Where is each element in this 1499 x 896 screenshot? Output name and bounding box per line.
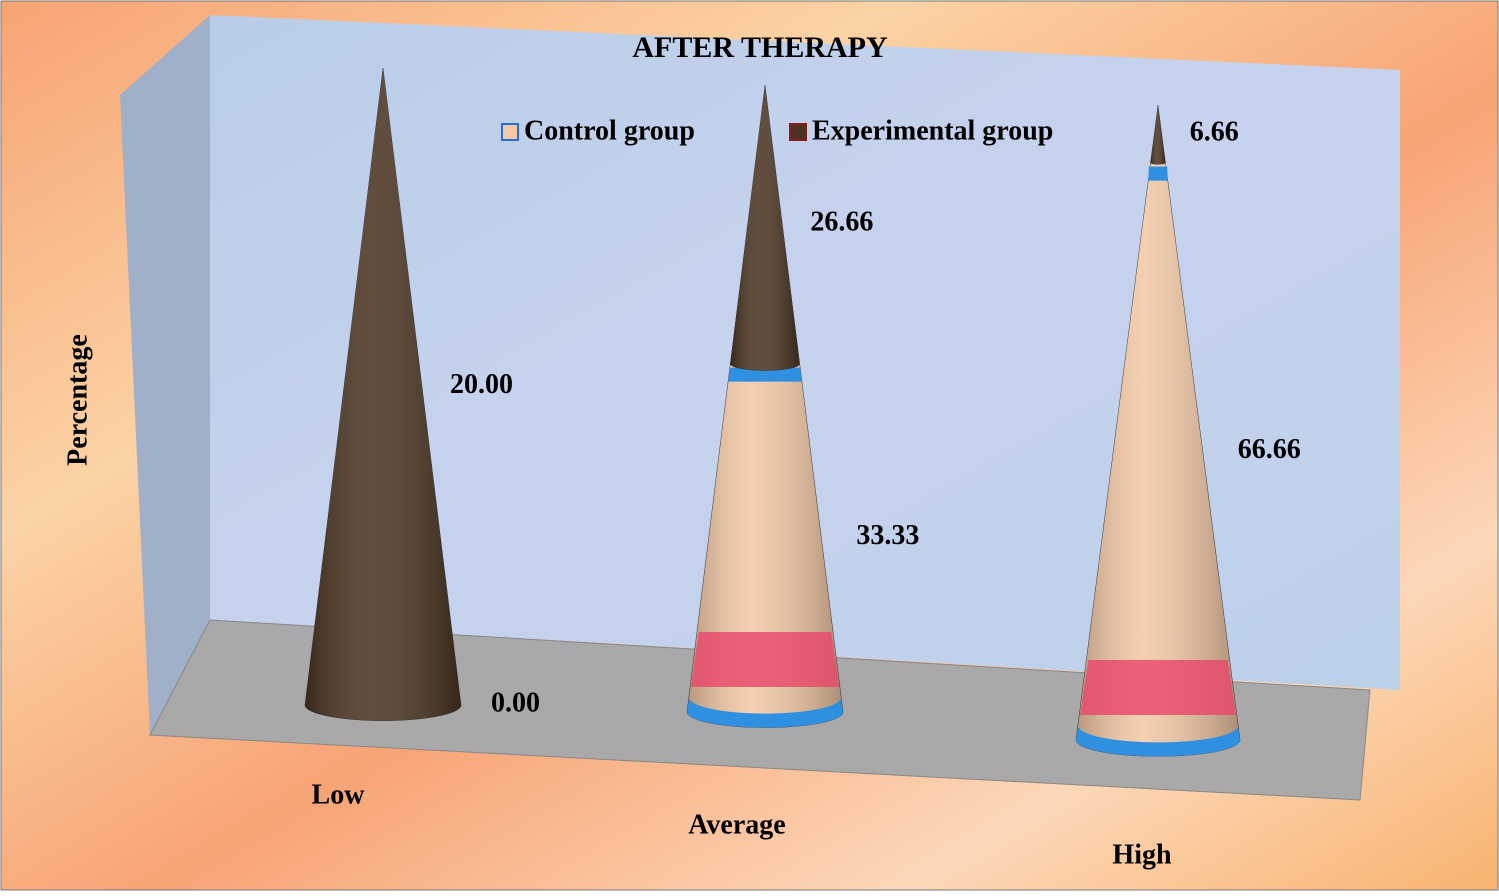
legend-label: Control group	[524, 115, 695, 146]
legend-label: Experimental group	[812, 115, 1053, 146]
x-tick-label: High	[1112, 839, 1172, 870]
value-label: 66.66	[1238, 434, 1301, 465]
x-tick-label: Low	[312, 779, 366, 810]
x-tick-label: Average	[688, 809, 785, 840]
cone-stripes	[691, 632, 839, 687]
value-label: 0.00	[491, 687, 540, 718]
value-label: 33.33	[856, 520, 919, 551]
chart: AFTER THERAPY Percentage Control group Ex…	[0, 0, 1499, 891]
value-label: 6.66	[1190, 116, 1239, 147]
value-label: 26.66	[810, 207, 873, 238]
y-axis-label: Percentage	[62, 334, 93, 466]
legend-swatch	[502, 124, 518, 140]
value-label: 20.00	[450, 369, 513, 400]
cone-band	[1148, 167, 1168, 181]
cone-stripes	[1080, 660, 1236, 715]
chart-title: AFTER THERAPY	[632, 31, 888, 64]
legend-swatch	[790, 124, 806, 140]
